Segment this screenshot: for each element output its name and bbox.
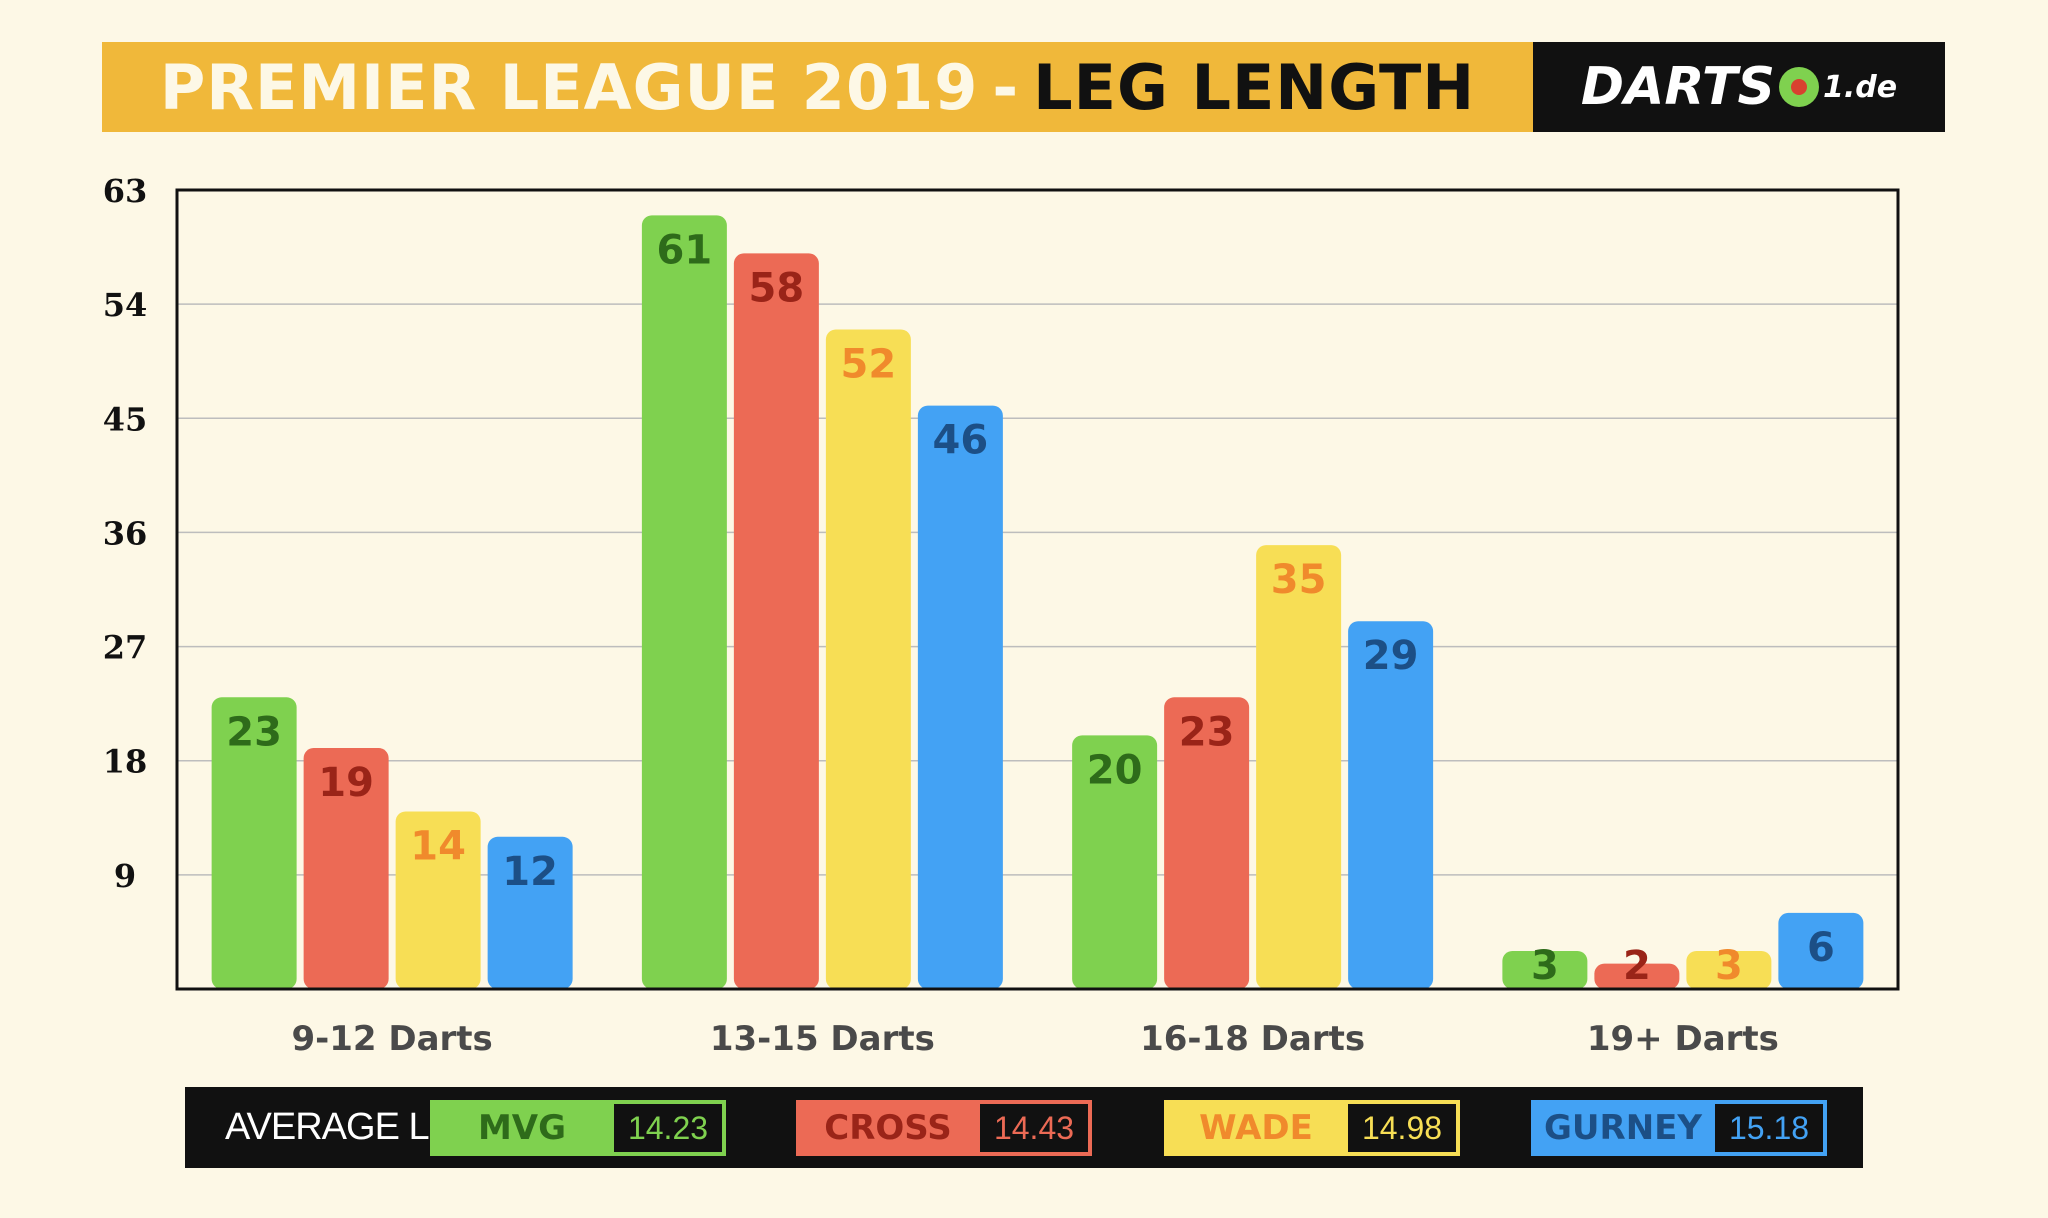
- bar-mvg: [1502, 950, 1588, 989]
- logo-suffix: 1.de: [1822, 69, 1898, 105]
- legend-item-cross: CROSS 14.43: [796, 1100, 1092, 1156]
- legend-player-name: CROSS: [824, 1108, 952, 1148]
- bar-value-label: 20: [1087, 747, 1143, 793]
- bar-gurney: [1778, 912, 1864, 989]
- bar-value-label: 6: [1807, 925, 1835, 971]
- bar-mvg: [641, 215, 727, 989]
- bar-value-label: 3: [1531, 943, 1559, 989]
- dartboard-icon: [1778, 67, 1819, 107]
- y-tick-label: 18: [103, 743, 148, 781]
- darts1-logo: DARTS 1.de: [1533, 42, 1945, 132]
- bar-value-label: 19: [318, 760, 374, 806]
- logo-prefix: DARTS: [1580, 57, 1775, 117]
- bar-gurney: [917, 405, 1003, 990]
- bar-wade: [825, 329, 911, 989]
- bar-value-label: 23: [226, 709, 282, 755]
- legend-item-mvg: MVG 14.23: [430, 1100, 726, 1156]
- y-tick-label: 45: [103, 400, 148, 438]
- bar-wade: [395, 811, 481, 989]
- y-tick-label: 9: [114, 857, 136, 895]
- legend-average-value: 14.23: [614, 1104, 722, 1152]
- bar-cross: [733, 253, 819, 989]
- y-tick-label: 63: [103, 172, 148, 210]
- bar-value-label: 61: [657, 227, 713, 273]
- bar-mvg: [211, 697, 297, 989]
- x-category-label: 9-12 Darts: [291, 1019, 492, 1059]
- bar-mvg: [1072, 735, 1158, 989]
- legend-player-name: MVG: [477, 1108, 567, 1148]
- bar-value-label: 12: [502, 849, 558, 895]
- legend-average-value: 14.43: [980, 1104, 1088, 1152]
- legend-item-gurney: GURNEY 15.18: [1531, 1100, 1827, 1156]
- chart-header: PREMIER LEAGUE 2019 - LEG LENGTH DARTS 1…: [102, 42, 1945, 132]
- bar-value-label: 3: [1715, 943, 1743, 989]
- bar-gurney: [1348, 621, 1434, 989]
- title-main: PREMIER LEAGUE 2019: [159, 50, 979, 124]
- bar-gurney: [487, 836, 573, 989]
- bar-wade: [1686, 950, 1772, 989]
- legend-player-name: GURNEY: [1544, 1108, 1702, 1148]
- x-category-label: 13-15 Darts: [710, 1019, 935, 1059]
- bar-value-label: 52: [841, 342, 897, 388]
- title-separator: -: [992, 50, 1020, 124]
- y-tick-label: 27: [103, 629, 148, 667]
- chart-title: PREMIER LEAGUE 2019 - LEG LENGTH: [102, 42, 1533, 132]
- bar-value-label: 58: [749, 265, 805, 311]
- bar-cross: [1164, 697, 1250, 989]
- legend-item-wade: WADE 14.98: [1164, 1100, 1460, 1156]
- y-tick-label: 54: [103, 286, 148, 324]
- bar-cross: [1594, 963, 1680, 989]
- plot-frame: [175, 188, 1900, 991]
- average-leg-legend: AVERAGE LEG MVG 14.23 CROSS 14.43 WADE 1…: [185, 1087, 1863, 1168]
- bar-value-label: 29: [1363, 633, 1419, 679]
- legend-average-value: 14.98: [1348, 1104, 1456, 1152]
- bar-value-label: 35: [1271, 557, 1327, 603]
- x-category-label: 19+ Darts: [1587, 1019, 1779, 1059]
- title-accent: LEG LENGTH: [1033, 50, 1476, 124]
- bar-value-label: 23: [1179, 709, 1235, 755]
- bar-cross: [303, 748, 389, 989]
- legend-player-name: WADE: [1199, 1108, 1313, 1148]
- y-tick-label: 36: [103, 514, 148, 552]
- x-category-label: 16-18 Darts: [1140, 1019, 1365, 1059]
- legend-average-value: 15.18: [1715, 1104, 1823, 1152]
- bar-value-label: 2: [1623, 943, 1651, 989]
- bar-value-label: 46: [933, 418, 989, 464]
- bar-wade: [1256, 545, 1342, 989]
- bar-value-label: 14: [410, 823, 466, 869]
